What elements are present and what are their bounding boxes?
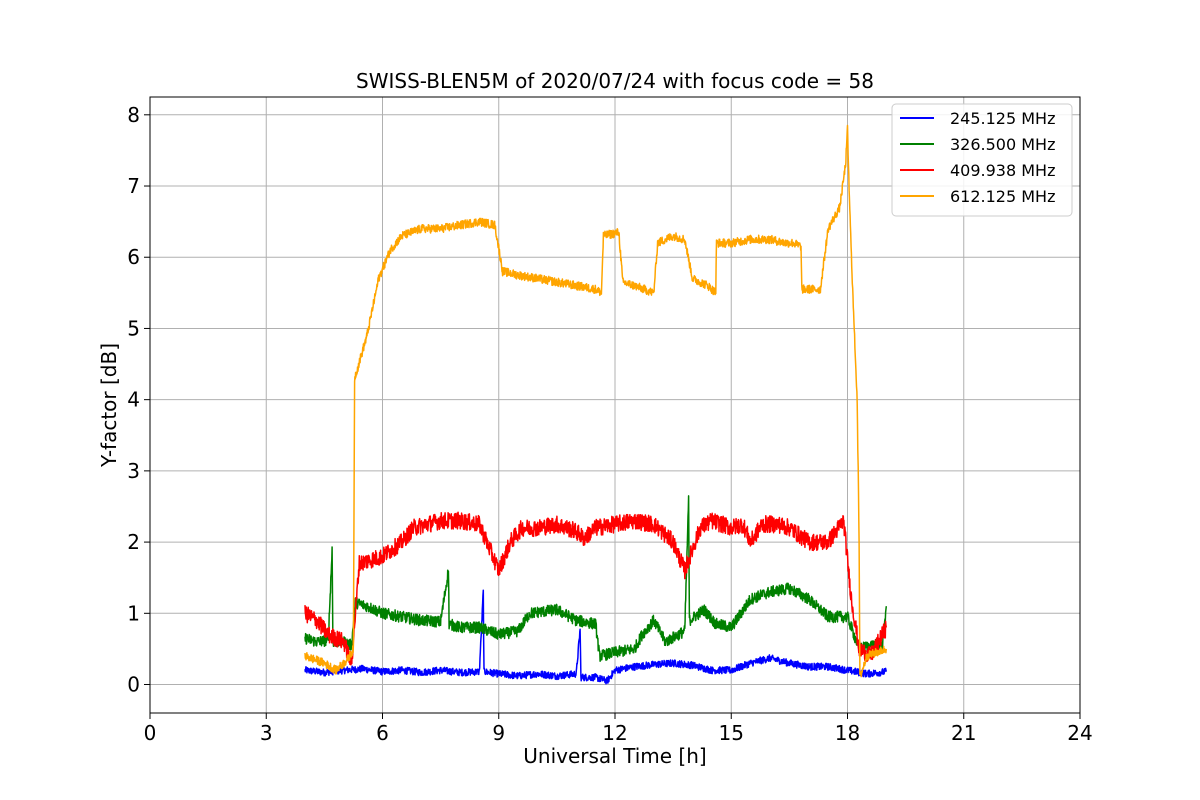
y-tick-label: 5 xyxy=(127,316,140,340)
y-tick-label: 0 xyxy=(127,673,140,697)
x-tick-label: 21 xyxy=(951,721,976,745)
y-tick-label: 7 xyxy=(127,174,140,198)
x-tick-label: 0 xyxy=(144,721,157,745)
series-line-3 xyxy=(304,124,888,678)
y-axis-label: Y-factor [dB] xyxy=(97,343,121,468)
y-tick-label: 4 xyxy=(127,388,140,412)
y-tick-label: 6 xyxy=(127,245,140,269)
legend-label: 326.500 MHz xyxy=(950,135,1055,154)
x-tick-label: 6 xyxy=(376,721,389,745)
x-tick-label: 12 xyxy=(602,721,627,745)
legend-box xyxy=(891,103,1073,217)
x-tick-label: 18 xyxy=(835,721,860,745)
legend: 245.125 MHz 326.500 MHz 409.938 MHz 612.125… xyxy=(891,103,1073,217)
series-line-0 xyxy=(304,589,888,685)
legend-label: 409.938 MHz xyxy=(950,161,1055,180)
x-tick-label: 24 xyxy=(1067,721,1092,745)
y-tick-label: 1 xyxy=(127,601,140,625)
chart-title: SWISS-BLEN5M of 2020/07/24 with focus co… xyxy=(356,69,874,93)
x-tick-label: 3 xyxy=(260,721,273,745)
legend-label: 612.125 MHz xyxy=(950,187,1055,206)
y-tick-label: 2 xyxy=(127,530,140,554)
legend-label: 245.125 MHz xyxy=(950,109,1055,128)
x-tick-label: 15 xyxy=(719,721,744,745)
series-line-2 xyxy=(304,511,888,666)
series-line-1 xyxy=(304,495,888,662)
x-tick-label: 9 xyxy=(492,721,505,745)
y-tick-label: 3 xyxy=(127,459,140,483)
x-axis-label: Universal Time [h] xyxy=(523,744,706,768)
y-tick-label: 8 xyxy=(127,103,140,127)
series-layer xyxy=(304,124,888,685)
